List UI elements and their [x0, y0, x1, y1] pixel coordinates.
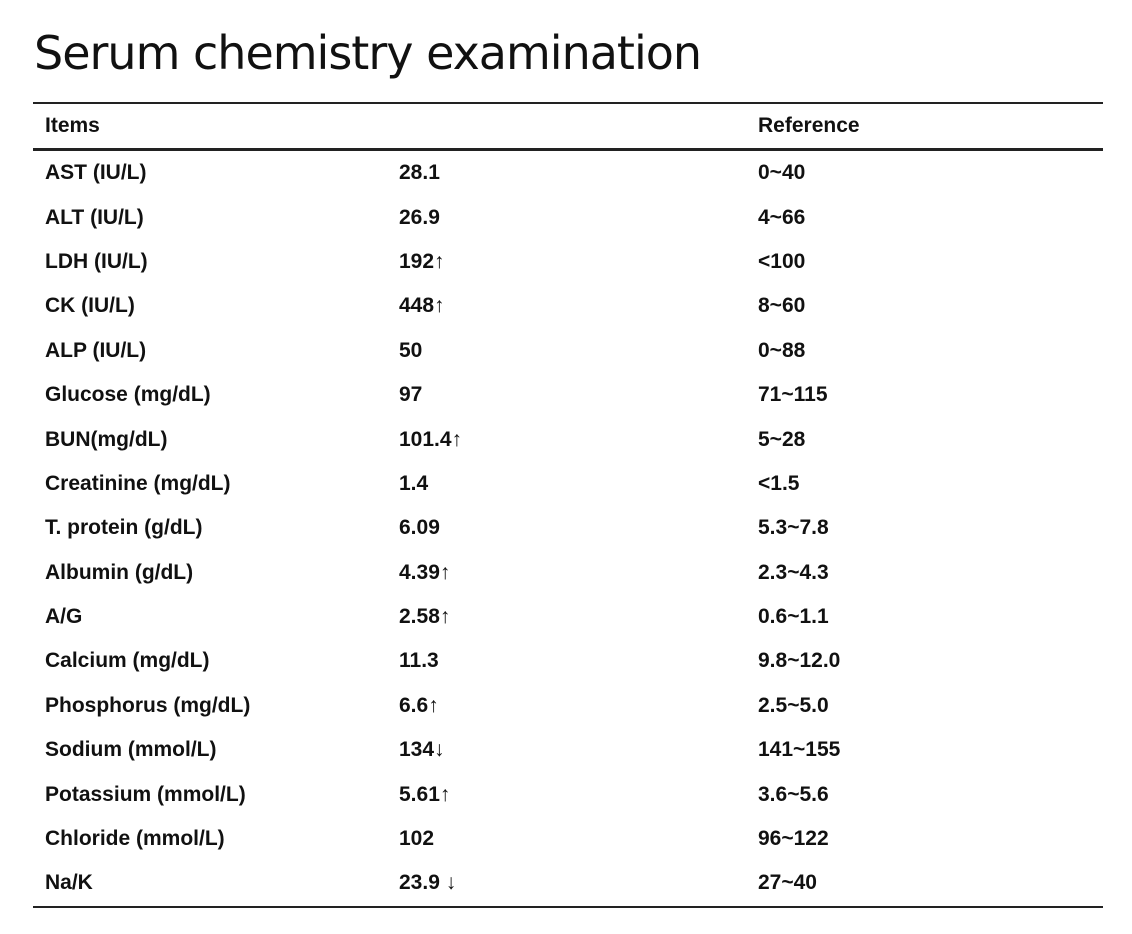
table-row: Creatinine (mg/dL) 1.4 <1.5 [33, 462, 1103, 506]
row-item: Chloride (mmol/L) [45, 827, 225, 851]
row-value: 1.4 [399, 471, 429, 495]
row-reference: <1.5 [758, 471, 800, 495]
row-value: 6.6↑ [399, 693, 439, 717]
row-reference: 96~122 [758, 827, 829, 851]
row-value: 2.58↑ [399, 605, 451, 629]
row-value: 6.09 [399, 516, 440, 540]
row-reference: 2.5~5.0 [758, 693, 829, 717]
row-item: CK (IU/L) [45, 294, 135, 318]
row-reference: 141~155 [758, 738, 841, 762]
table-row: Phosphorus (mg/dL) 6.6↑ 2.5~5.0 [33, 684, 1103, 728]
table-row: Sodium (mmol/L) 134↓ 141~155 [33, 728, 1103, 772]
serum-chemistry-table: Items Reference AST (IU/L) 28.1 0~40 ALT… [33, 102, 1103, 908]
table-row: T. protein (g/dL) 6.09 5.3~7.8 [33, 506, 1103, 550]
row-value: 102 [399, 827, 435, 851]
row-reference: 9.8~12.0 [758, 649, 841, 673]
row-item: Sodium (mmol/L) [45, 738, 217, 762]
table-row: Na/K 23.9 ↓ 27~40 [33, 861, 1103, 905]
table-row: Glucose (mg/dL) 97 71~115 [33, 373, 1103, 417]
row-reference: 4~66 [758, 205, 806, 229]
row-item: Calcium (mg/dL) [45, 649, 210, 673]
row-value: 192↑ [399, 249, 445, 273]
table-header-rule [33, 148, 1103, 151]
table-row: Calcium (mg/dL) 11.3 9.8~12.0 [33, 639, 1103, 683]
page-title: Serum chemistry examination [34, 26, 702, 80]
table-row: CK (IU/L) 448↑ 8~60 [33, 284, 1103, 328]
row-reference: 8~60 [758, 294, 806, 318]
table-bottom-rule [33, 905, 1103, 908]
row-value: 5.61↑ [399, 782, 451, 806]
row-value: 26.9 [399, 205, 440, 229]
row-value: 134↓ [399, 738, 445, 762]
row-value: 4.39↑ [399, 560, 451, 584]
row-item: ALP (IU/L) [45, 338, 147, 362]
row-reference: 0.6~1.1 [758, 605, 829, 629]
row-value: 50 [399, 338, 423, 362]
table-row: LDH (IU/L) 192↑ <100 [33, 240, 1103, 284]
table-top-rule [33, 102, 1103, 104]
row-reference: 2.3~4.3 [758, 560, 829, 584]
row-value: 23.9 ↓ [399, 871, 457, 895]
table-row: BUN(mg/dL) 101.4↑ 5~28 [33, 417, 1103, 461]
row-value: 448↑ [399, 294, 445, 318]
row-value: 101.4↑ [399, 427, 463, 451]
header-items: Items [45, 114, 100, 137]
row-value: 97 [399, 383, 423, 407]
row-item: ALT (IU/L) [45, 205, 144, 229]
table-body: AST (IU/L) 28.1 0~40 ALT (IU/L) 26.9 4~6… [33, 151, 1103, 906]
table-row: Potassium (mmol/L) 5.61↑ 3.6~5.6 [33, 772, 1103, 816]
row-item: Albumin (g/dL) [45, 560, 194, 584]
row-item: BUN(mg/dL) [45, 427, 168, 451]
row-reference: <100 [758, 249, 806, 273]
table-row: AST (IU/L) 28.1 0~40 [33, 151, 1103, 195]
row-reference: 0~40 [758, 161, 806, 185]
row-reference: 0~88 [758, 338, 806, 362]
table-row: A/G 2.58↑ 0.6~1.1 [33, 595, 1103, 639]
row-item: Phosphorus (mg/dL) [45, 693, 251, 717]
row-item: Na/K [45, 871, 93, 895]
row-item: T. protein (g/dL) [45, 516, 203, 540]
table-row: ALP (IU/L) 50 0~88 [33, 329, 1103, 373]
row-reference: 71~115 [758, 383, 828, 407]
row-reference: 27~40 [758, 871, 817, 895]
row-value: 11.3 [399, 649, 439, 673]
row-reference: 5~28 [758, 427, 806, 451]
row-reference: 5.3~7.8 [758, 516, 829, 540]
row-item: LDH (IU/L) [45, 249, 148, 273]
row-reference: 3.6~5.6 [758, 782, 829, 806]
table-header-row: Items Reference [33, 104, 1103, 148]
table-row: Chloride (mmol/L) 102 96~122 [33, 817, 1103, 861]
table-row: ALT (IU/L) 26.9 4~66 [33, 195, 1103, 239]
row-item: Potassium (mmol/L) [45, 782, 246, 806]
table-row: Albumin (g/dL) 4.39↑ 2.3~4.3 [33, 551, 1103, 595]
row-item: AST (IU/L) [45, 161, 147, 185]
row-value: 28.1 [399, 161, 440, 185]
row-item: Creatinine (mg/dL) [45, 471, 231, 495]
row-item: A/G [45, 605, 83, 629]
header-reference: Reference [758, 114, 860, 137]
row-item: Glucose (mg/dL) [45, 383, 211, 407]
